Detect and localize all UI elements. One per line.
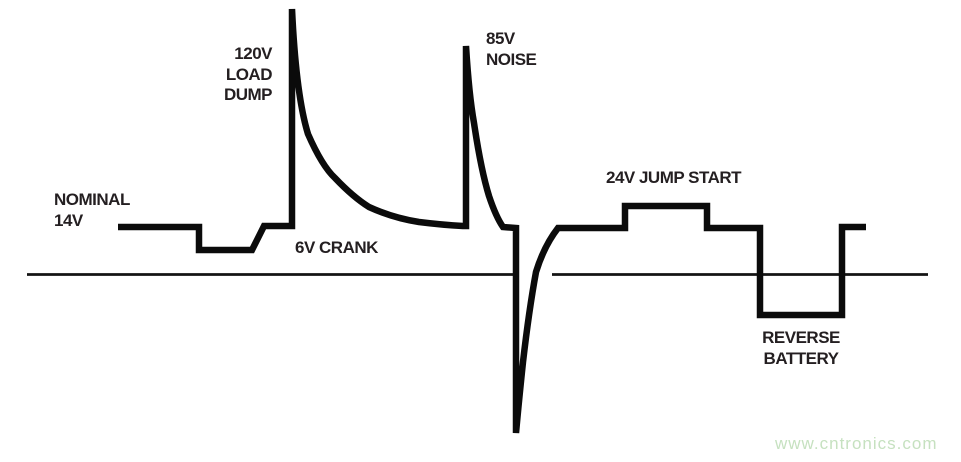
label-line: REVERSE [762, 328, 840, 347]
label-line: NOMINAL [54, 190, 130, 209]
label-line: BATTERY [763, 348, 839, 368]
label-line: DUMP [223, 85, 273, 104]
label-reverse-battery: REVERSE BATTERY [757, 328, 845, 369]
waveform-path [118, 8, 866, 434]
label-load-dump: 120V LOAD DUMP [200, 44, 273, 106]
label-jump-start: 24V JUMP START [606, 168, 742, 187]
label-line: 120V [234, 44, 272, 63]
label-crank: 6V CRANK [295, 238, 378, 257]
label-nominal-14v: NOMINAL 14V [54, 190, 130, 231]
label-line: NOISE [486, 49, 537, 69]
watermark-text: www.cntronics.com [775, 434, 938, 453]
label-noise: 85V NOISE [486, 29, 537, 70]
label-line: 14V [54, 210, 83, 230]
label-line: LOAD [225, 64, 273, 84]
label-line: 85V [486, 29, 515, 48]
